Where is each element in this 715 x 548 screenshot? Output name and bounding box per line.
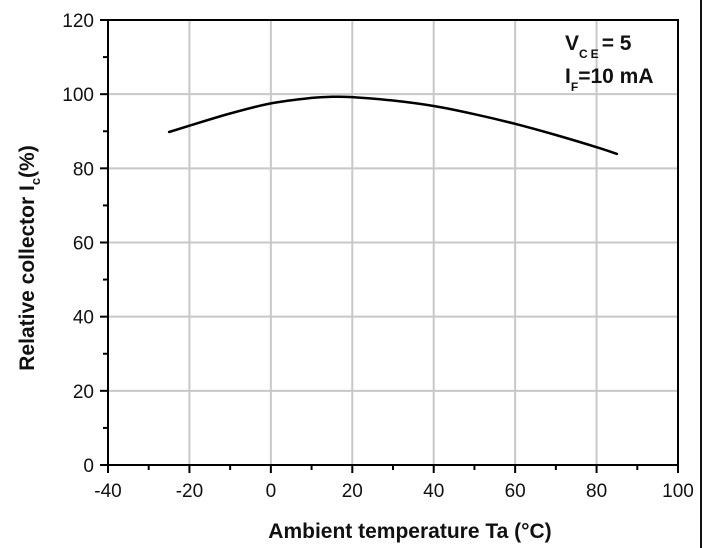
series-line-0: [167, 95, 619, 156]
x-tick-label-7: 100: [662, 481, 694, 502]
y-tick-label-3: 60: [73, 234, 94, 255]
y-axis-title-sub: c: [28, 178, 43, 185]
y-tick-label-6: 120: [62, 11, 94, 32]
annotation-if-value: =10 mA: [578, 65, 653, 88]
series-layer: [167, 95, 619, 156]
annotation-if-sub: F: [571, 80, 578, 94]
right-edge-border: [700, 0, 702, 548]
plot-area-frame: [107, 19, 679, 466]
y-tick-label-2: 40: [73, 308, 94, 329]
annotation-vce-main: V: [565, 32, 579, 55]
y-tick-label-1: 20: [73, 382, 94, 403]
x-tick-label-4: 40: [423, 481, 444, 502]
x-tick-label-1: -20: [176, 481, 203, 502]
annotation-vce: VCE= 5: [565, 32, 632, 61]
x-tick-label-3: 20: [342, 481, 363, 502]
annotation-vce-sub: CE: [579, 47, 602, 61]
annotation-if: IF=10 mA: [565, 65, 653, 94]
x-tick-label-5: 60: [505, 481, 526, 502]
x-tick-labels: -40 -20 0 20 40 60 80 100: [94, 481, 694, 502]
annotation-vce-value: = 5: [602, 32, 632, 55]
annotation-if-main: I: [565, 65, 571, 88]
x-axis-title: Ambient temperature Ta (°C): [268, 520, 551, 543]
y-tick-label-4: 80: [73, 159, 94, 180]
y-axis-title-main: Relative collector I: [16, 185, 39, 371]
y-tick-label-5: 100: [62, 85, 94, 106]
x-tick-label-2: 0: [266, 481, 277, 502]
y-axis-title: Relative collector Ic(%): [16, 145, 43, 370]
x-tick-label-6: 80: [586, 481, 607, 502]
major-ticks: [100, 19, 679, 473]
y-axis-title-tail: (%): [16, 145, 39, 178]
y-tick-label-0: 0: [83, 456, 94, 477]
x-tick-label-0: -40: [94, 481, 121, 502]
y-tick-labels: 0 20 40 60 80 100 120: [62, 11, 94, 477]
